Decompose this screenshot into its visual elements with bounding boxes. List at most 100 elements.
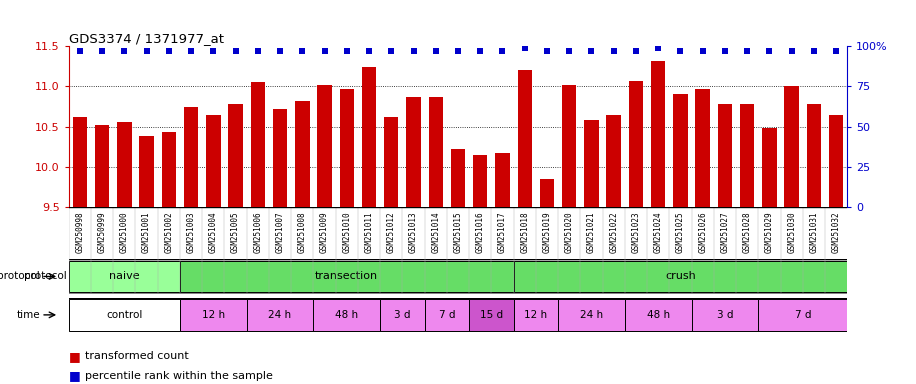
Text: 48 h: 48 h <box>647 310 670 320</box>
Text: 24 h: 24 h <box>268 310 291 320</box>
Bar <box>380 299 425 331</box>
Bar <box>514 261 847 292</box>
Text: GSM251030: GSM251030 <box>787 212 796 253</box>
Bar <box>451 149 465 207</box>
Bar <box>95 125 109 207</box>
Bar <box>829 114 844 207</box>
Text: GSM251025: GSM251025 <box>676 212 685 253</box>
Text: ■: ■ <box>69 369 81 382</box>
Text: GSM251027: GSM251027 <box>721 212 729 253</box>
Bar <box>606 114 621 207</box>
Text: GSM251005: GSM251005 <box>231 212 240 253</box>
Text: 7 d: 7 d <box>794 310 811 320</box>
Bar <box>718 104 732 207</box>
Text: GSM251012: GSM251012 <box>387 212 396 253</box>
Bar <box>72 117 87 207</box>
Bar <box>469 299 514 331</box>
Text: GSM251015: GSM251015 <box>453 212 463 253</box>
Bar <box>69 299 180 331</box>
Bar <box>180 261 514 292</box>
Bar <box>807 104 821 207</box>
Bar <box>246 299 313 331</box>
Text: GSM251004: GSM251004 <box>209 212 218 253</box>
Text: GSM251020: GSM251020 <box>565 212 573 253</box>
Text: 3 d: 3 d <box>394 310 410 320</box>
Bar <box>496 153 509 207</box>
Text: GSM251007: GSM251007 <box>276 212 285 253</box>
Bar <box>117 122 132 207</box>
Text: GSM251011: GSM251011 <box>365 212 374 253</box>
Bar <box>340 89 354 207</box>
Bar <box>540 179 554 207</box>
Bar <box>558 299 625 331</box>
Text: 3 d: 3 d <box>716 310 733 320</box>
Bar <box>407 97 420 207</box>
Text: 24 h: 24 h <box>580 310 603 320</box>
Text: GSM251006: GSM251006 <box>254 212 262 253</box>
Text: crush: crush <box>665 271 696 281</box>
Text: GSM251017: GSM251017 <box>498 212 507 253</box>
Bar <box>206 114 221 207</box>
Text: GSM250998: GSM250998 <box>75 212 84 253</box>
Text: 15 d: 15 d <box>480 310 503 320</box>
Bar <box>273 109 288 207</box>
Text: GSM251018: GSM251018 <box>520 212 529 253</box>
Text: GSM251023: GSM251023 <box>631 212 640 253</box>
Text: GSM251032: GSM251032 <box>832 212 841 253</box>
Bar <box>518 70 532 207</box>
Bar <box>625 299 692 331</box>
Text: GSM251022: GSM251022 <box>609 212 618 253</box>
Bar <box>251 81 265 207</box>
Text: GSM251008: GSM251008 <box>298 212 307 253</box>
Bar <box>784 86 799 207</box>
Text: GSM251001: GSM251001 <box>142 212 151 253</box>
Text: 12 h: 12 h <box>524 310 548 320</box>
Bar <box>313 299 380 331</box>
Text: GSM251014: GSM251014 <box>431 212 441 253</box>
Text: GSM251024: GSM251024 <box>654 212 662 253</box>
Bar <box>673 94 688 207</box>
Text: protocol: protocol <box>0 271 40 281</box>
Text: GSM251016: GSM251016 <box>475 212 485 253</box>
Text: naive: naive <box>109 271 139 281</box>
Text: GSM251010: GSM251010 <box>343 212 351 253</box>
Text: time: time <box>16 310 40 320</box>
Bar <box>184 107 198 207</box>
Text: GSM251019: GSM251019 <box>542 212 551 253</box>
Text: transformed count: transformed count <box>85 351 189 361</box>
Bar <box>362 67 376 207</box>
Bar <box>425 299 469 331</box>
Bar <box>628 81 643 207</box>
Text: transection: transection <box>315 271 378 281</box>
Bar <box>514 299 558 331</box>
Bar <box>758 299 847 331</box>
Text: GSM251009: GSM251009 <box>320 212 329 253</box>
Text: GSM250999: GSM250999 <box>98 212 106 253</box>
Bar <box>429 97 443 207</box>
Bar <box>695 89 710 207</box>
Bar <box>762 128 777 207</box>
Text: 12 h: 12 h <box>202 310 224 320</box>
Text: percentile rank within the sample: percentile rank within the sample <box>85 371 273 381</box>
Bar <box>161 132 176 207</box>
Text: GSM251029: GSM251029 <box>765 212 774 253</box>
Text: protocol: protocol <box>24 271 67 281</box>
Bar <box>384 117 398 207</box>
Text: 7 d: 7 d <box>439 310 455 320</box>
Text: control: control <box>106 310 143 320</box>
Bar <box>651 61 665 207</box>
Bar <box>740 104 755 207</box>
Text: GSM251028: GSM251028 <box>743 212 752 253</box>
Bar <box>317 85 332 207</box>
Text: GSM251031: GSM251031 <box>810 212 818 253</box>
Bar <box>180 299 246 331</box>
Text: ■: ■ <box>69 350 81 363</box>
Bar <box>69 261 180 292</box>
Bar <box>295 101 310 207</box>
Text: GSM251003: GSM251003 <box>187 212 195 253</box>
Text: 48 h: 48 h <box>335 310 358 320</box>
Bar <box>562 85 576 207</box>
Text: GSM251013: GSM251013 <box>409 212 418 253</box>
Bar <box>692 299 758 331</box>
Bar <box>228 104 243 207</box>
